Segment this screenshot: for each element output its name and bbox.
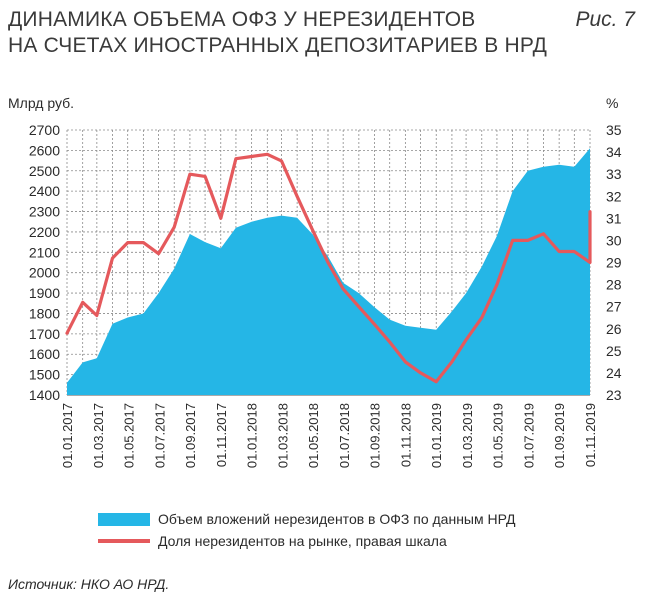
x-tick-label: 01.03.2018 (275, 403, 290, 468)
y-tick-label-left: 1700 (29, 326, 60, 342)
y-tick-label-right: 30 (606, 232, 622, 248)
x-tick-label: 01.11.2018 (398, 403, 413, 467)
y-tick-label-left: 1600 (29, 346, 60, 362)
y-tick-label-right: 34 (606, 144, 622, 160)
chart-title-line-2: НА СЧЕТАХ ИНОСТРАННЫХ ДЕПОЗИТАРИЕВ В НРД (8, 34, 548, 57)
legend-label-area: Объем вложений нерезидентов в ОФЗ по дан… (158, 511, 516, 527)
y-tick-label-left: 2500 (29, 163, 60, 179)
line-series (65, 152, 592, 384)
y-tick-label-right: 25 (606, 343, 622, 359)
y-axis-label-left: Млрд руб. (8, 95, 74, 111)
y-tick-label-left: 2000 (29, 265, 60, 281)
y-axis-label-right: % (606, 95, 618, 111)
source-note: Источник: НКО АО НРД. (8, 576, 170, 592)
y-tick-label-right: 29 (606, 255, 622, 271)
y-tick-label-right: 26 (606, 321, 622, 337)
x-tick-label: 01.05.2019 (491, 403, 506, 468)
y-tick-label-right: 28 (606, 277, 622, 293)
y-tick-label-right: 31 (606, 210, 622, 226)
x-tick-label: 01.09.2019 (552, 403, 567, 468)
y-tick-label-left: 2600 (29, 142, 60, 158)
y-tick-label-right: 33 (606, 166, 622, 182)
figure-label: Рис. 7 (575, 8, 635, 31)
y-tick-label-left: 2300 (29, 204, 60, 220)
y-tick-label-right: 23 (606, 387, 622, 403)
y-tick-label-left: 2700 (29, 122, 60, 138)
y-tick-label-right: 27 (606, 299, 622, 315)
y-ticks-right: 23 24 25 26 27 28 29 30 31 32 33 34 35 (606, 122, 622, 403)
x-tick-label: 01.03.2017 (91, 403, 106, 468)
x-tick-label: 01.01.2017 (60, 403, 75, 468)
x-tick-label: 01.07.2019 (522, 403, 537, 468)
x-tick-label: 01.11.2017 (214, 403, 229, 467)
y-tick-label-right: 32 (606, 188, 622, 204)
x-tick-label: 01.07.2017 (152, 403, 167, 468)
x-tick-label: 01.01.2019 (429, 403, 444, 468)
y-tick-label-right: 24 (606, 365, 622, 381)
chart-title-line-1: ДИНАМИКА ОБЪЕМА ОФЗ У НЕРЕЗИДЕНТОВ (8, 8, 476, 31)
legend-label-line: Доля нерезидентов на рынке, правая шкала (158, 533, 447, 549)
x-ticks: 01.01.2017 01.03.2017 01.05.2017 01.07.2017… (60, 403, 598, 468)
legend: Объем вложений нерезидентов в ОФЗ по дан… (98, 511, 516, 549)
y-ticks-left: 1400 1500 1600 1700 1800 1900 2000 2100 2200 2300… (29, 122, 60, 403)
chart: Млрд руб. % 1400 1500 1600 1700 1800 1900 2000… (8, 95, 622, 549)
y-tick-label-left: 2200 (29, 224, 60, 240)
x-tick-label: 01.09.2018 (368, 403, 383, 468)
line-series-layer (65, 152, 592, 384)
x-tick-label: 01.11.2019 (583, 403, 598, 467)
y-tick-label-left: 1800 (29, 305, 60, 321)
x-tick-label: 01.03.2019 (460, 403, 475, 468)
y-tick-label-left: 1900 (29, 285, 60, 301)
x-tick-label: 01.05.2017 (122, 403, 137, 468)
y-tick-label-left: 2400 (29, 183, 60, 199)
x-tick-label: 01.09.2017 (183, 403, 198, 468)
x-tick-label: 01.07.2018 (337, 403, 352, 468)
legend-swatch-area (98, 513, 150, 526)
x-tick-label: 01.01.2018 (245, 403, 260, 468)
y-tick-label-left: 1400 (29, 387, 60, 403)
y-tick-label-left: 2100 (29, 244, 60, 260)
y-tick-label-right: 35 (606, 122, 622, 138)
x-tick-label: 01.05.2018 (306, 403, 321, 468)
y-tick-label-left: 1500 (29, 367, 60, 383)
